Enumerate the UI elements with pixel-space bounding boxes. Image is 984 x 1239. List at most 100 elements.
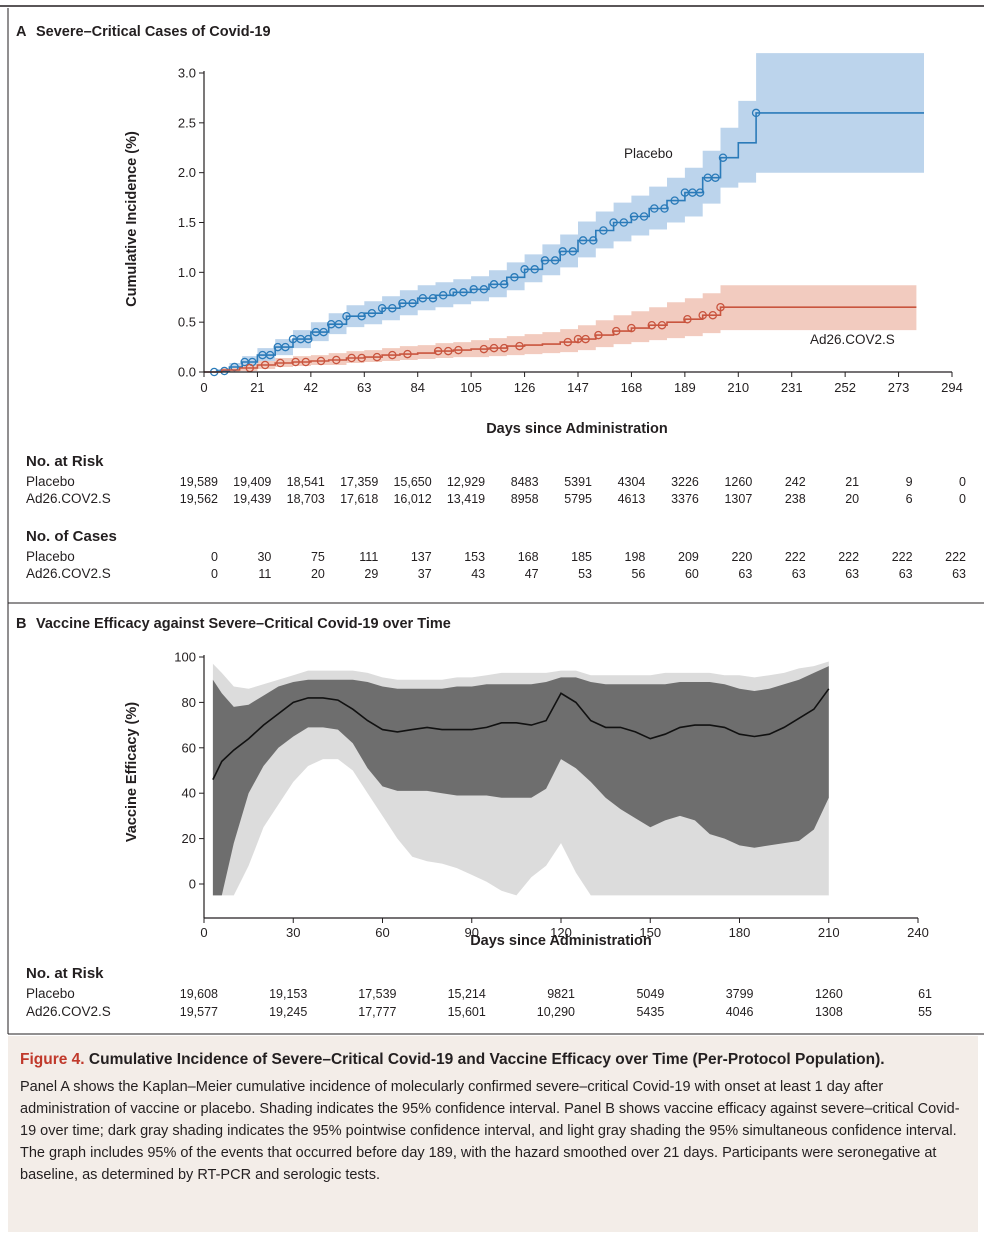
panel-b-risk-value-placebo: 19,153 xyxy=(269,987,307,1001)
panel-a-cases-value-vaccine: 29 xyxy=(364,567,378,581)
placebo-censor-mark xyxy=(695,188,705,197)
panel-a-cases-value-placebo: 0 xyxy=(211,550,218,564)
placebo-censor-mark xyxy=(438,291,448,300)
vaccine-censor-mark xyxy=(433,346,443,356)
panel-a-cases-value-placebo: 153 xyxy=(464,550,485,564)
panel-a-risk-value-placebo: 19,409 xyxy=(233,475,271,489)
panel-b-x-tick-label: 180 xyxy=(729,925,751,940)
panel-a-cases-value-vaccine: 0 xyxy=(211,567,218,581)
panel-a-cases-value-placebo: 168 xyxy=(518,550,539,564)
panel-a-x-tick-label: 210 xyxy=(727,380,749,395)
panel-a-risk-value-vaccine: 5795 xyxy=(564,492,592,506)
pointwise-ci-band xyxy=(212,666,829,896)
placebo-censor-mark xyxy=(670,196,679,205)
vaccine-censor-mark xyxy=(716,302,725,312)
panel-a-title: Severe–Critical Cases of Covid-19 xyxy=(36,24,271,40)
panel-a-x-tick-label: 147 xyxy=(567,380,589,395)
vaccine-censor-mark xyxy=(479,344,489,354)
panel-a-risk-heading: No. at Risk xyxy=(26,453,104,470)
panel-a-risk-value-placebo: 21 xyxy=(845,475,859,489)
panel-a-risk-value-placebo: 19,589 xyxy=(180,475,218,489)
panel-a-x-tick-label: 189 xyxy=(674,380,696,395)
panel-a-risk-value-placebo: 1260 xyxy=(724,475,752,489)
placebo-censor-mark xyxy=(265,350,275,360)
panel-b-risk-label-vaccine: Ad26.COV2.S xyxy=(26,1004,111,1019)
panel-b-y-tick-label: 0 xyxy=(189,877,196,892)
vaccine-censor-mark xyxy=(388,350,397,360)
placebo-censor-mark xyxy=(281,342,290,352)
placebo-censor-mark xyxy=(489,280,499,289)
vaccine-censor-mark xyxy=(372,352,382,362)
placebo-censor-mark xyxy=(660,204,669,213)
panel-a-x-tick-label: 42 xyxy=(304,380,318,395)
placebo-censor-mark xyxy=(650,204,659,213)
panel-a-cases-value-vaccine: 37 xyxy=(418,567,432,581)
placebo-censor-mark xyxy=(418,293,428,303)
placebo-censor-mark xyxy=(619,218,629,227)
panel-a-cases-value-placebo: 220 xyxy=(731,550,752,564)
vaccine-series-label: Ad26.COV2.S xyxy=(810,332,895,347)
vaccine-censor-mark xyxy=(499,343,509,353)
placebo-censor-mark xyxy=(599,226,608,235)
panel-a-plot-area: 0.0 0.5 1.0 1.5 2.0 2.5 3.0 0 21 42 63 84 105 126 147 1… xyxy=(178,53,963,395)
panel-a-risk-value-vaccine: 1307 xyxy=(724,492,752,506)
placebo-censor-mark xyxy=(479,285,489,294)
panel-a-risk-table: 19,589 19,409 18,541 17,359 15,650 12,929 8483… xyxy=(180,475,966,506)
panel-a-y-tick-label: 0.5 xyxy=(178,315,196,330)
placebo-censor-mark xyxy=(319,327,328,337)
panel-a-x-axis-title: Days since Administration xyxy=(486,421,668,437)
panel-a-cases-value-placebo: 222 xyxy=(945,550,966,564)
panel-a-cases-value-placebo: 185 xyxy=(571,550,592,564)
vaccine-censor-mark xyxy=(489,343,499,353)
panel-a-x-tick-label: 21 xyxy=(250,380,264,395)
panel-b-y-axis-title: Vaccine Efficacy (%) xyxy=(124,702,140,842)
vaccine-censor-mark xyxy=(347,353,356,363)
panel-a-risk-label-vaccine: Ad26.COV2.S xyxy=(26,491,111,506)
placebo-censor-mark xyxy=(499,280,509,289)
panel-b-x-tick-label: 90 xyxy=(465,925,479,940)
panel-b-y-tick-label: 80 xyxy=(182,695,196,710)
panel-a-risk-value-vaccine: 20 xyxy=(845,492,859,506)
panel-b-risk-value-vaccine: 4046 xyxy=(726,1005,754,1019)
panel-a-cases-value-vaccine: 63 xyxy=(845,567,859,581)
panel-b-bands xyxy=(212,661,829,896)
panel-b-risk-value-placebo: 15,214 xyxy=(448,987,486,1001)
panel-a-risk-value-vaccine: 18,703 xyxy=(287,492,325,506)
panel-a-risk-value-placebo: 18,541 xyxy=(287,475,325,489)
placebo-censor-mark xyxy=(558,247,567,256)
panel-a-cases-value-vaccine: 11 xyxy=(258,567,271,581)
panel-b-title: Vaccine Efficacy against Severe–Critical… xyxy=(36,616,451,632)
placebo-series-label: Placebo xyxy=(624,146,673,161)
panel-b: B Vaccine Efficacy against Severe–Critic… xyxy=(16,616,932,1019)
vaccine-censor-mark xyxy=(515,341,524,351)
panel-a-x-tick-label: 252 xyxy=(834,380,856,395)
caption-figure-label: Figure 4. xyxy=(20,1051,85,1068)
panel-a-cases-value-vaccine: 20 xyxy=(311,567,325,581)
panel-b-x-tick-label: 0 xyxy=(200,925,207,940)
panel-a-cases-value-vaccine: 43 xyxy=(471,567,485,581)
panel-a-risk-value-vaccine: 8958 xyxy=(511,492,539,506)
panel-a-cases-value-vaccine: 60 xyxy=(685,567,699,581)
vaccine-censor-mark xyxy=(276,358,285,368)
placebo-censor-mark xyxy=(520,265,529,274)
panel-a-cases-value-placebo: 209 xyxy=(678,550,699,564)
panel-a-risk-value-placebo: 9 xyxy=(906,475,913,489)
vaccine-censor-mark xyxy=(563,337,573,347)
panel-b-risk-value-placebo: 3799 xyxy=(726,987,754,1001)
vaccine-censor-mark xyxy=(260,360,270,370)
placebo-censor-mark xyxy=(342,311,351,321)
panel-b-risk-value-vaccine: 10,290 xyxy=(537,1005,575,1019)
caption-body: Panel A shows the Kaplan–Meier cumulativ… xyxy=(20,1079,960,1183)
panel-a-risk-value-placebo: 4304 xyxy=(618,475,646,489)
panel-b-x-tick-label: 210 xyxy=(818,925,840,940)
panel-b-plot-area: 0 20 40 60 80 100 0 30 60 90 120 150 180 210 240 xyxy=(174,650,929,941)
panel-a-cases-value-vaccine: 47 xyxy=(525,567,539,581)
panel-a-risk-value-placebo: 5391 xyxy=(564,475,592,489)
placebo-censor-mark xyxy=(449,288,458,297)
panel-a-cases-value-vaccine: 63 xyxy=(738,567,752,581)
panel-a-x-tick-label: 0 xyxy=(200,380,207,395)
panel-b-y-tick-label: 100 xyxy=(174,650,196,665)
panel-a-cases-value-placebo: 137 xyxy=(411,550,432,564)
efficacy-line xyxy=(212,688,830,780)
